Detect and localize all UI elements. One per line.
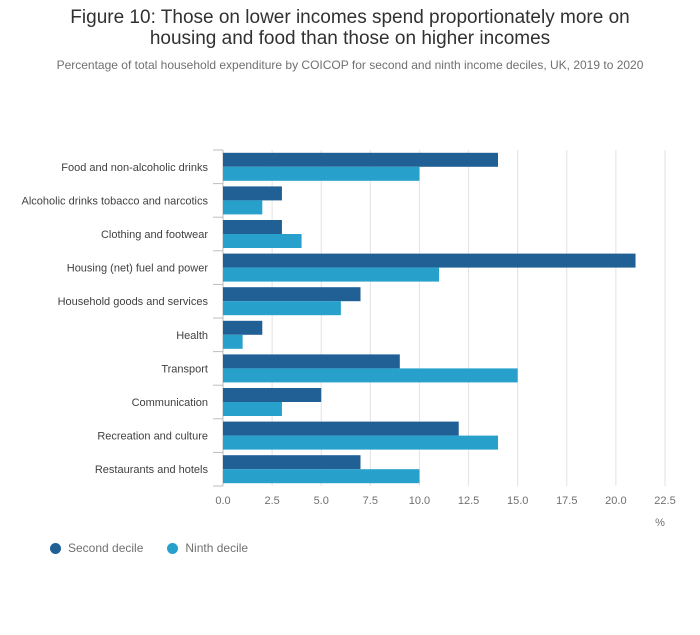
legend-item-ninth-decile[interactable]: Ninth decile (167, 541, 248, 555)
bar-ninth-decile (223, 234, 302, 248)
bar-second-decile (223, 354, 400, 369)
chart-title: Figure 10: Those on lower incomes spend … (0, 7, 700, 49)
bar-second-decile (223, 152, 499, 167)
legend-label-second-decile: Second decile (68, 541, 144, 555)
bar-ninth-decile (223, 435, 499, 450)
category-label: Food and non-alcoholic drinks (61, 162, 208, 174)
x-tick-label: 10.0 (409, 495, 430, 507)
bar-ninth-decile (223, 301, 341, 316)
bar-ninth-decile (223, 267, 440, 282)
bar-second-decile (223, 455, 361, 470)
chart-title-line-1: Figure 10: Those on lower incomes spend … (70, 7, 630, 28)
legend: Second decile Ninth decile (50, 541, 248, 555)
x-tick-label: 2.5 (264, 495, 279, 507)
x-tick-label: 0.0 (215, 495, 230, 507)
legend-swatch-second-decile (50, 542, 61, 554)
bar-ninth-decile (223, 166, 420, 181)
category-label: Household goods and services (58, 296, 209, 308)
bar-second-decile (223, 388, 322, 402)
legend-swatch-ninth-decile (167, 542, 179, 554)
x-tick-label: 5.0 (314, 495, 329, 507)
bar-ninth-decile (223, 368, 518, 383)
bar-second-decile (223, 320, 263, 335)
category-label: Housing (net) fuel and power (67, 263, 209, 275)
bar-second-decile (223, 421, 459, 436)
chart-title-line-2: housing and food than those on higher in… (149, 28, 551, 49)
category-label: Clothing and footwear (101, 229, 208, 241)
bar-second-decile (223, 186, 282, 201)
x-tick-label: 17.5 (556, 495, 577, 507)
x-axis-label: % (655, 517, 665, 529)
category-label: Alcoholic drinks tobacco and narcotics (22, 195, 209, 207)
category-label: Recreation and culture (97, 431, 208, 443)
x-tick-label: 22.5 (654, 495, 675, 507)
x-tick-label: 20.0 (605, 495, 626, 507)
bar-second-decile (223, 287, 361, 302)
chart-subtitle: Percentage of total household expenditur… (56, 58, 644, 72)
x-tick-label: 12.5 (458, 495, 479, 507)
bar-ninth-decile (223, 402, 282, 416)
category-label: Restaurants and hotels (95, 464, 209, 476)
x-tick-label: 7.5 (363, 495, 378, 507)
category-label: Communication (132, 397, 208, 409)
category-label: Health (176, 330, 208, 342)
bar-ninth-decile (223, 334, 243, 349)
bar-second-decile (223, 253, 636, 268)
bar-ninth-decile (223, 200, 263, 215)
legend-item-second-decile[interactable]: Second decile (50, 541, 143, 555)
category-label: Transport (161, 363, 208, 375)
legend-label-ninth-decile: Ninth decile (185, 541, 249, 555)
bar-second-decile (223, 220, 282, 234)
x-tick-label: 15.0 (507, 495, 528, 507)
bar-ninth-decile (223, 469, 420, 484)
